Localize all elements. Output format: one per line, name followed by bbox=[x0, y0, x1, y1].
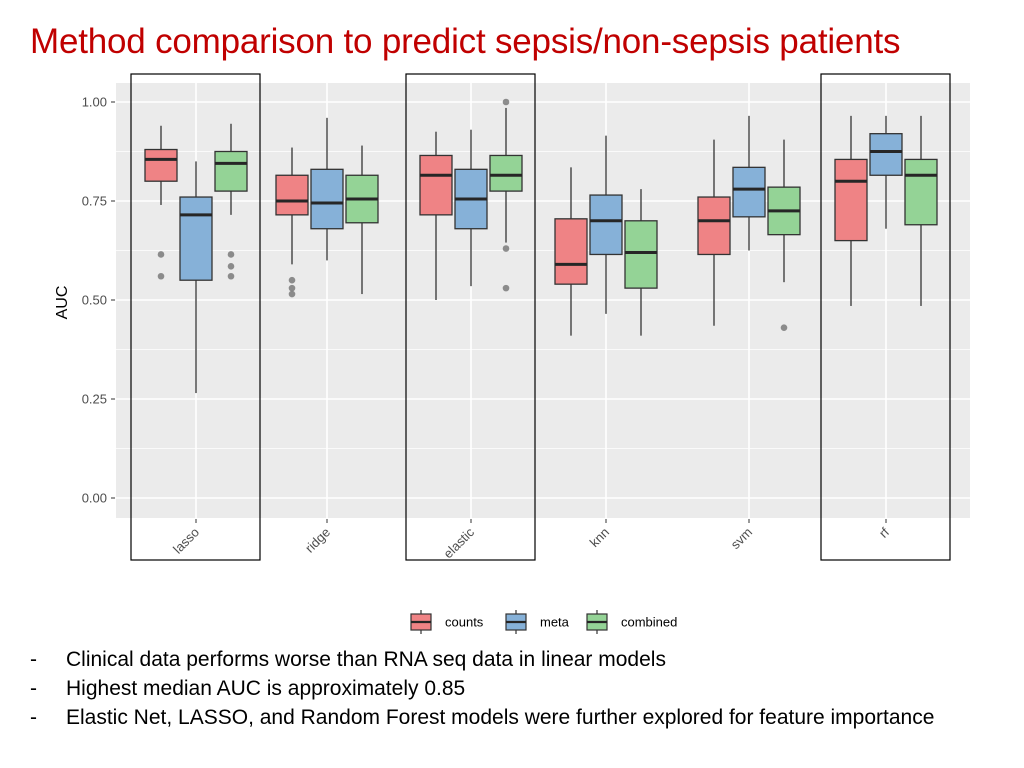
box-counts-ridge bbox=[275, 147, 309, 298]
box-combined-knn bbox=[624, 189, 658, 336]
highlight-frame-rf bbox=[820, 73, 951, 561]
outlier-point bbox=[502, 284, 510, 292]
highlight-frame-elastic bbox=[405, 73, 536, 561]
x-tick-label: rf bbox=[876, 524, 892, 540]
bullet-text: Clinical data performs worse than RNA se… bbox=[66, 648, 666, 671]
box-combined-ridge bbox=[345, 145, 379, 295]
x-tick-label: lasso bbox=[170, 525, 202, 557]
box-meta-elastic bbox=[454, 129, 488, 287]
box-body bbox=[489, 154, 523, 192]
x-tick-label: elastic bbox=[440, 524, 477, 561]
outlier-point bbox=[288, 284, 296, 292]
box-combined-svm bbox=[767, 139, 801, 332]
outlier-point bbox=[227, 263, 235, 270]
x-tick-label: knn bbox=[587, 525, 612, 550]
x-axis: lasso ridge elastic knn svm rf bbox=[170, 519, 892, 561]
legend-label: combined bbox=[621, 615, 677, 630]
y-tick-label: 0.25 bbox=[82, 392, 107, 407]
box-body bbox=[419, 154, 453, 216]
outlier-point bbox=[780, 324, 788, 332]
bullet-text: Elastic Net, LASSO, and Random Forest mo… bbox=[66, 706, 935, 729]
y-tick-label: 0.50 bbox=[82, 293, 107, 308]
legend-item-meta: meta bbox=[505, 610, 570, 634]
outlier-point bbox=[157, 272, 165, 280]
bullet-item: - Highest median AUC is approximately 0.8… bbox=[22, 674, 982, 703]
box-meta-ridge bbox=[310, 117, 344, 261]
box-body bbox=[834, 158, 868, 242]
box-combined-lasso bbox=[214, 123, 248, 280]
y-tick-label: 0.75 bbox=[82, 194, 107, 209]
box-counts-rf bbox=[834, 115, 868, 306]
box-body bbox=[275, 174, 309, 216]
highlight-frame-lasso bbox=[130, 73, 261, 561]
legend-item-combined: combined bbox=[586, 610, 677, 634]
outlier-point bbox=[502, 98, 510, 106]
outlier-point bbox=[157, 251, 165, 258]
bullet-text: Highest median AUC is approximately 0.85 bbox=[66, 677, 466, 700]
box-body bbox=[697, 196, 731, 256]
legend-item-counts: counts bbox=[410, 610, 484, 634]
box-counts-knn bbox=[554, 167, 588, 336]
y-axis: 0.00 0.25 0.50 0.75 1.00 bbox=[82, 95, 115, 506]
legend: counts meta combined bbox=[410, 610, 677, 634]
x-tick-label: ridge bbox=[302, 525, 333, 556]
slide-title: Method comparison to predict sepsis/non-… bbox=[30, 22, 901, 61]
box-body bbox=[904, 158, 938, 226]
box-meta-knn bbox=[589, 135, 623, 314]
y-axis-label: AUC bbox=[54, 286, 71, 320]
box-meta-svm bbox=[732, 115, 766, 251]
bullet-marker: - bbox=[30, 677, 37, 700]
legend-label: meta bbox=[540, 615, 570, 630]
bullet-marker: - bbox=[30, 706, 37, 729]
highlight-frames bbox=[130, 73, 951, 561]
major-gridlines bbox=[116, 83, 970, 518]
bullet-item: - Elastic Net, LASSO, and Random Forest m… bbox=[22, 703, 982, 732]
box-body bbox=[179, 196, 213, 281]
y-tick-label: 1.00 bbox=[82, 95, 107, 110]
box-body bbox=[589, 194, 623, 256]
bullet-item: - Clinical data performs worse than RNA s… bbox=[22, 645, 982, 674]
box-counts-elastic bbox=[419, 131, 453, 300]
box-combined-rf bbox=[904, 115, 938, 306]
outlier-point bbox=[288, 290, 296, 298]
box-body bbox=[554, 218, 588, 285]
box-body bbox=[144, 148, 178, 182]
box-body bbox=[310, 168, 344, 230]
box-body bbox=[624, 220, 658, 289]
box-body bbox=[732, 166, 766, 218]
outlier-point bbox=[227, 272, 235, 280]
y-tick-label: 0.00 bbox=[82, 491, 107, 506]
box-body bbox=[214, 150, 248, 192]
boxplot-chart: 0.00 0.25 0.50 0.75 1.00 AUC lasso ridge elast… bbox=[54, 73, 970, 634]
box-counts-svm bbox=[697, 139, 731, 326]
legend-label: counts bbox=[445, 615, 484, 630]
outlier-point bbox=[288, 276, 296, 284]
box-combined-elastic bbox=[489, 98, 523, 292]
box-meta-rf bbox=[869, 115, 903, 229]
box-counts-lasso bbox=[144, 125, 178, 280]
box-series bbox=[144, 98, 938, 394]
bullet-marker: - bbox=[30, 648, 37, 671]
bullet-list: - Clinical data performs worse than RNA s… bbox=[22, 645, 982, 732]
box-meta-lasso bbox=[179, 161, 213, 394]
outlier-point bbox=[227, 251, 235, 258]
x-tick-label: svm bbox=[728, 525, 755, 552]
outlier-point bbox=[502, 245, 510, 252]
box-body bbox=[869, 133, 903, 176]
minor-gridlines bbox=[116, 151, 970, 449]
